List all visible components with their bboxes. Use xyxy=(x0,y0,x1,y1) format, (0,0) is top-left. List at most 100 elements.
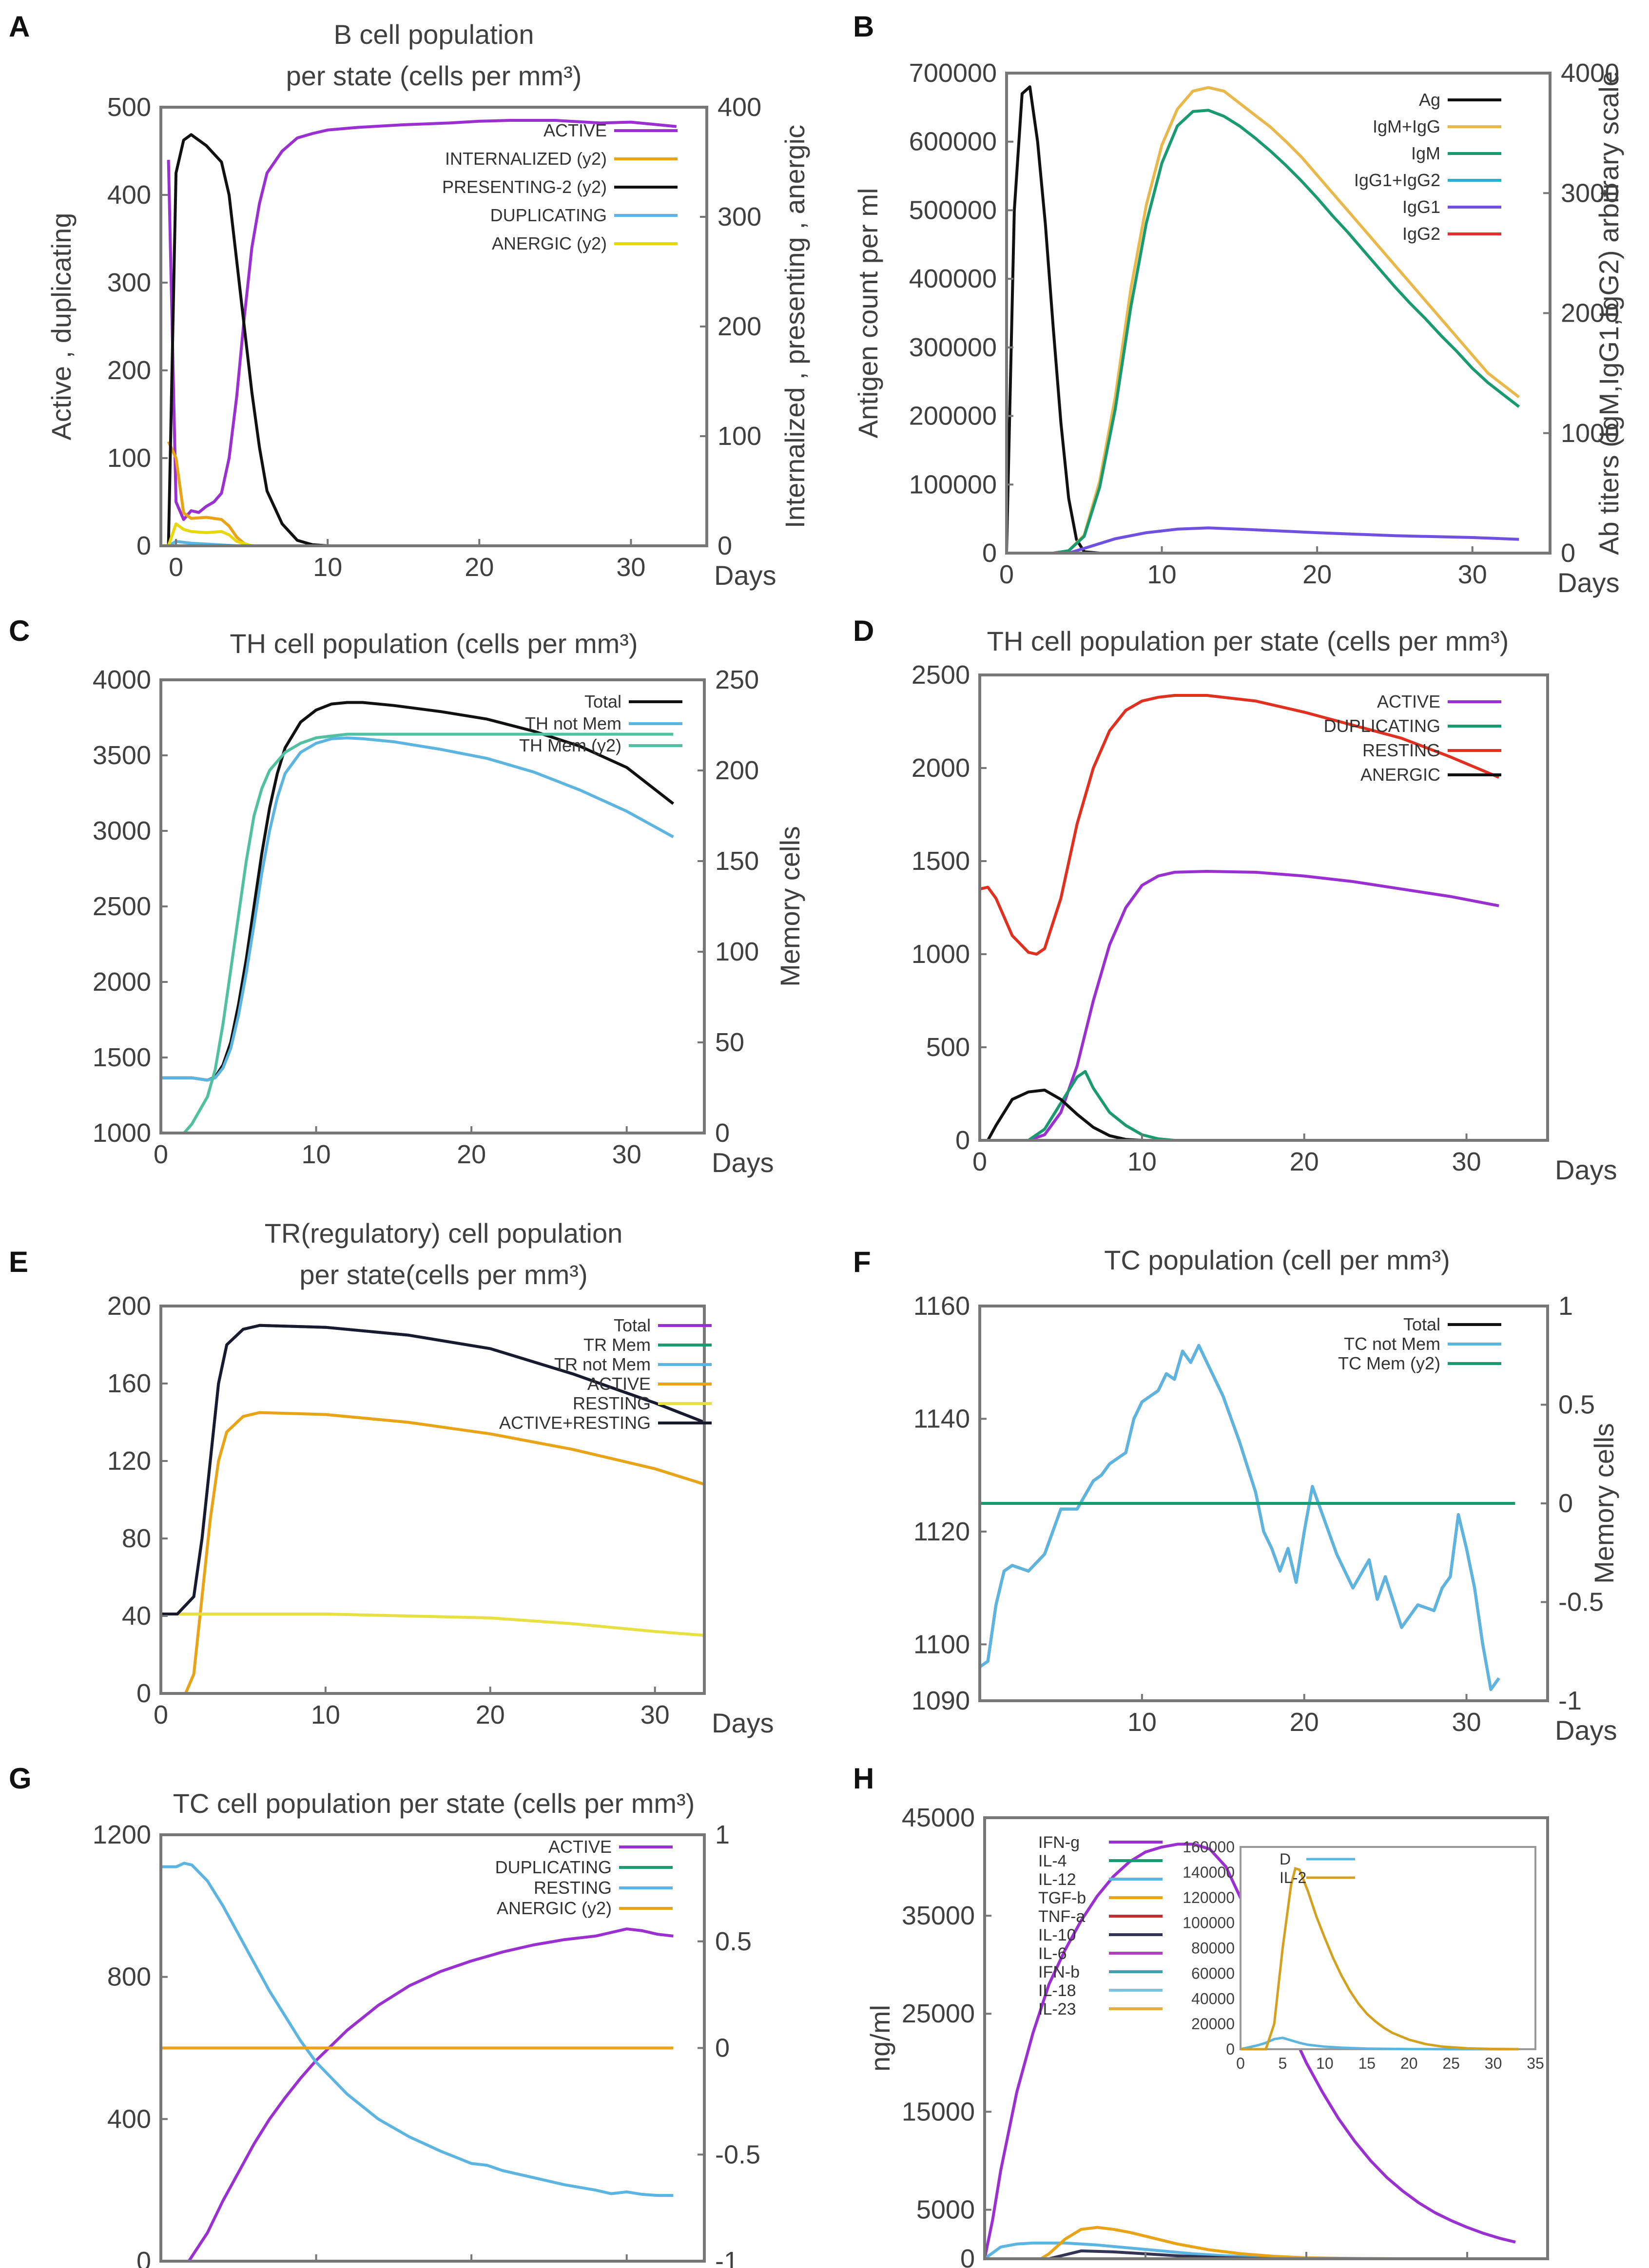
y-tick-label: 1140 xyxy=(913,1404,970,1433)
inset-y-tick-label: 160000 xyxy=(1183,1838,1235,1856)
series-line-tc-not-mem xyxy=(980,1344,1500,1691)
inset-x-tick-label: 30 xyxy=(1485,2055,1502,2072)
legend-label: TC Mem (y2) xyxy=(1338,1353,1440,1373)
y-tick-label: 0 xyxy=(136,1679,151,1708)
y-tick-label: 1120 xyxy=(913,1517,970,1546)
panel-e: E TR(regulatory) cell population per state… xyxy=(9,1218,774,1738)
y2-tick-label: 100 xyxy=(715,937,759,966)
y2-axis-label: Memory cells xyxy=(775,826,805,987)
panel-a: A B cell population per state (cells per m… xyxy=(9,10,810,591)
panel-d: D TH cell population per state (cells per… xyxy=(853,615,1617,1185)
y2-tick-label: 1 xyxy=(715,1820,730,1849)
x-tick-label: 30 xyxy=(612,1140,641,1169)
y2-tick-label: -1 xyxy=(1558,1686,1582,1715)
y-tick-label: 1500 xyxy=(912,846,970,876)
legend-label: ACTIVE xyxy=(587,1374,651,1394)
y-tick-label: 200 xyxy=(107,1291,151,1321)
legend-label: DUPLICATING xyxy=(490,205,607,225)
chart-title: TH cell population per state (cells per … xyxy=(987,626,1509,656)
legend-label: IL-6 xyxy=(1038,1944,1067,1963)
x-tick-label: 0 xyxy=(999,560,1014,589)
panel-letter: A xyxy=(9,10,30,43)
y-tick-label: 35000 xyxy=(902,1901,975,1930)
y-tick-label: 1500 xyxy=(93,1043,151,1072)
legend-label: DUPLICATING xyxy=(495,1857,612,1877)
legend-label: DUPLICATING xyxy=(1324,716,1440,736)
inset-x-tick-label: 20 xyxy=(1400,2055,1418,2072)
series-group xyxy=(980,1344,1515,1691)
legend-label: IL-23 xyxy=(1038,2000,1076,2018)
x-tick-label: 0 xyxy=(154,1140,168,1169)
y2-axis-label: Ab titers (IgM,IgG1,IgG2) arbitrary scal… xyxy=(1593,71,1624,555)
y-tick-label: 4000 xyxy=(93,665,151,694)
x-tick-label: 0 xyxy=(977,2266,992,2268)
legend-label: Total xyxy=(614,1315,651,1335)
chart-title: TC cell population per state (cells per … xyxy=(173,1788,695,1819)
inset-y-tick-label: 120000 xyxy=(1183,1889,1235,1906)
series-line-resting xyxy=(161,1862,674,2197)
y-tick-label: 1000 xyxy=(93,1118,151,1148)
y-tick-label: 200000 xyxy=(909,402,997,431)
y-tick-label: 400 xyxy=(107,180,151,210)
y2-tick-label: 0 xyxy=(715,1118,730,1148)
x-tick-label: 30 xyxy=(1452,1147,1481,1176)
x-tick-label: 30 xyxy=(1458,560,1487,589)
plot-frame xyxy=(983,1816,1549,2260)
y-tick-label: 0 xyxy=(960,2244,975,2268)
y-tick-label: 500000 xyxy=(909,195,997,225)
series-line-igg1 xyxy=(1007,526,1519,553)
y-tick-label: 1100 xyxy=(913,1630,970,1659)
legend-label: TGF-b xyxy=(1038,1889,1086,1907)
y-tick-label: 100 xyxy=(107,443,151,473)
x-axis-label: Days xyxy=(1557,567,1620,598)
panel-letter: H xyxy=(853,1762,874,1795)
chart-title: per state (cells per mm³) xyxy=(286,60,582,91)
chart-title: TC population (cell per mm³) xyxy=(1104,1245,1450,1275)
panel-letter: D xyxy=(853,615,874,647)
legend-label: IgG2 xyxy=(1402,224,1440,244)
y2-tick-label: -1 xyxy=(715,2247,738,2268)
inset-chart: 0 5 10 15 20 25 30 35 0 20000 40000 60000 80000 10000… xyxy=(1183,1838,1544,2072)
y-tick-label: 3500 xyxy=(93,741,151,770)
legend-label: IFN-b xyxy=(1038,1963,1080,1981)
inset-y-tick-label: 20000 xyxy=(1191,2015,1235,2033)
legend-label: IL-18 xyxy=(1038,1981,1076,2000)
series-group xyxy=(161,1324,704,1693)
x-tick-label: 10 xyxy=(1127,1147,1157,1176)
series-group xyxy=(1007,85,1520,553)
inset-y-tick-label: 40000 xyxy=(1191,1990,1235,2007)
y2-tick-label: 1000 xyxy=(1561,419,1619,448)
series-line-th-mem-y2- xyxy=(183,732,674,1133)
y-tick-label: 100000 xyxy=(909,470,997,499)
y-tick-label: 500 xyxy=(926,1033,970,1062)
y2-tick-label: 50 xyxy=(715,1028,744,1057)
y-axis-label: Active , duplicating xyxy=(46,213,77,441)
y2-tick-label: 300 xyxy=(718,202,761,231)
x-tick-label: 0 xyxy=(154,1700,168,1730)
y-tick-label: 0 xyxy=(982,538,997,568)
y2-tick-label: 0.5 xyxy=(715,1927,752,1956)
y2-tick-label: 0 xyxy=(1558,1489,1573,1518)
y2-tick-label: 1 xyxy=(1558,1291,1573,1321)
panel-g: G TC cell population per state (cells per… xyxy=(9,1762,760,2268)
legend-label: IgG1+IgG2 xyxy=(1354,170,1440,190)
series-line-internalized-y2- xyxy=(167,441,677,546)
series-line-active-resting xyxy=(161,1324,704,1615)
chart-title: per state(cells per mm³) xyxy=(299,1259,587,1290)
y-tick-label: 5000 xyxy=(916,2195,975,2224)
x-tick-label: 20 xyxy=(1290,1147,1319,1176)
legend-label: IL-12 xyxy=(1038,1870,1076,1889)
inset-series-il-2 xyxy=(1241,1866,1519,2051)
y-tick-label: 200 xyxy=(107,356,151,385)
legend-label: Total xyxy=(1403,1314,1440,1334)
y-tick-label: 2500 xyxy=(93,892,151,921)
legend-label: TC not Mem xyxy=(1344,1334,1440,1354)
y-tick-label: 800 xyxy=(107,1962,151,1992)
legend-label: ACTIVE xyxy=(543,120,607,140)
legend-label: RESTING xyxy=(573,1393,651,1413)
x-tick-label: 20 xyxy=(476,1700,505,1730)
x-tick-label: 10 xyxy=(1131,2266,1160,2268)
y2-tick-label: 250 xyxy=(715,665,759,694)
x-tick-label: 20 xyxy=(457,1140,486,1169)
